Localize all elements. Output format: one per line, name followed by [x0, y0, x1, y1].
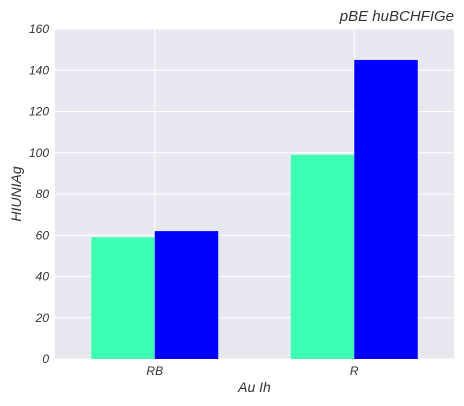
bar-r-series-1: [290, 154, 355, 359]
y-tick-labels: 0 20 40 60 80 100 120 140 160: [29, 22, 49, 366]
y-tick-label: 40: [36, 270, 50, 284]
x-tick-label: RB: [146, 364, 163, 378]
x-axis-label: Au Ih: [237, 379, 271, 395]
y-tick-label: 0: [42, 352, 49, 366]
bar-r-series-2: [354, 59, 418, 359]
x-tick-labels: RB R: [146, 364, 359, 378]
chart-title: pBE huBCHFIGe: [339, 8, 454, 25]
y-tick-label: 140: [29, 63, 49, 77]
y-tick-label: 100: [29, 146, 49, 160]
bar-rb-series-2: [154, 231, 219, 359]
bars: [91, 59, 418, 359]
bar-rb-series-1: [91, 237, 155, 359]
y-tick-label: 80: [36, 187, 50, 201]
y-tick-label: 20: [35, 311, 50, 325]
y-tick-label: 120: [29, 105, 49, 119]
y-axis-label: HIUNIAg: [8, 166, 24, 221]
y-tick-label: 60: [36, 228, 50, 242]
y-tick-label: 160: [29, 22, 49, 36]
x-tick-label: R: [350, 364, 359, 378]
